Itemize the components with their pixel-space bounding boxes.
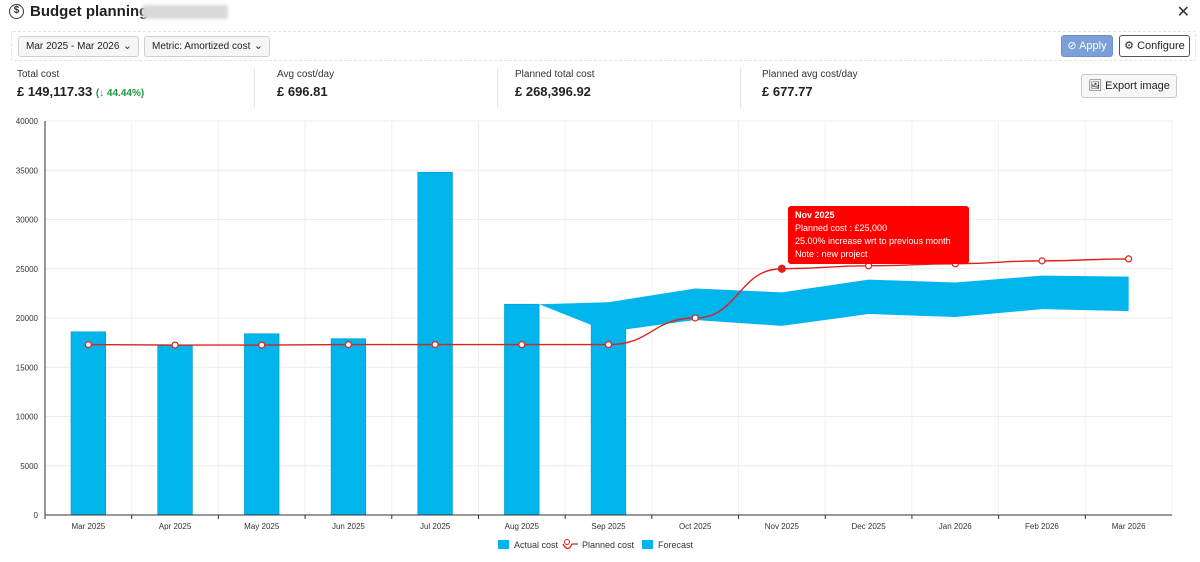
stat-label: Avg cost/day bbox=[277, 69, 335, 80]
y-tick-label: 30000 bbox=[16, 216, 39, 225]
legend-label: Forecast bbox=[658, 540, 694, 550]
date-range-dropdown[interactable]: Mar 2025 - Mar 2026 ⌄ bbox=[18, 36, 139, 57]
planned-cost-point bbox=[1038, 257, 1046, 265]
export-image-button[interactable]: 🖼 Export image bbox=[1081, 74, 1177, 98]
x-tick-label: Nov 2025 bbox=[765, 522, 800, 531]
gear-icon: ⚙ bbox=[1124, 40, 1135, 52]
tooltip-line: Planned cost : £25,000 bbox=[795, 223, 888, 233]
page-title: Budget planning - bbox=[30, 3, 158, 20]
configure-button[interactable]: ⚙ Configure bbox=[1119, 35, 1190, 57]
stat-label: Planned total cost bbox=[515, 69, 595, 80]
y-tick-label: 20000 bbox=[16, 314, 39, 323]
date-range-label: Mar 2025 - Mar 2026 bbox=[26, 41, 120, 52]
legend-label: Actual cost bbox=[514, 540, 559, 550]
stat-planned-avg: Planned avg cost/day £ 677.77 bbox=[762, 66, 858, 110]
bar-actual-cost bbox=[157, 345, 193, 516]
x-tick-label: May 2025 bbox=[244, 522, 280, 531]
bar-actual-cost bbox=[330, 338, 367, 516]
chevron-down-icon: ⌄ bbox=[122, 40, 132, 52]
stat-value: £ 677.77 bbox=[762, 84, 813, 99]
y-tick-label: 40000 bbox=[16, 117, 39, 126]
apply-label: Apply bbox=[1079, 40, 1107, 52]
planned-cost-point bbox=[518, 340, 526, 349]
divider bbox=[740, 68, 741, 108]
filter-toolbar: Mar 2025 - Mar 2026 ⌄ Metric: Amortized … bbox=[11, 31, 1196, 61]
configure-label: Configure bbox=[1137, 40, 1185, 52]
tooltip-line: Note : new project bbox=[795, 249, 868, 259]
divider bbox=[497, 68, 498, 108]
planned-cost-point bbox=[777, 264, 786, 273]
budget-chart: 0 5000 10000 15000 20000 25000 30000 35000 40000… bbox=[16, 117, 1173, 550]
check-circle-icon: ⊘ bbox=[1067, 40, 1077, 52]
tooltip-line: 25.00% increase wrt to previous month bbox=[795, 236, 951, 246]
redacted-title-suffix bbox=[142, 5, 228, 19]
planned-cost-point bbox=[171, 341, 179, 349]
legend-swatch-actual bbox=[498, 540, 509, 549]
summary-stats: Total cost £ 149,117.33 (↓ 44.44%) Avg c… bbox=[0, 66, 1200, 112]
stat-label: Planned avg cost/day bbox=[762, 69, 858, 80]
legend-swatch-forecast bbox=[642, 540, 653, 549]
title-bar: $ Budget planning - ✕ bbox=[0, 0, 1200, 26]
x-tick-label: Apr 2025 bbox=[159, 522, 192, 531]
planned-cost-point bbox=[258, 341, 266, 349]
planned-cost-point bbox=[691, 314, 699, 322]
x-tick-label: Aug 2025 bbox=[505, 522, 540, 531]
chart-tooltip: Nov 2025 Planned cost : £25,000 25.00% i… bbox=[788, 206, 969, 264]
bar-actual-cost bbox=[504, 303, 540, 516]
x-tick-label: Mar 2026 bbox=[1112, 522, 1146, 531]
x-tick-label: Dec 2025 bbox=[851, 522, 886, 531]
planned-cost-point bbox=[604, 340, 613, 349]
stat-value: £ 149,117.33 (↓ 44.44%) bbox=[17, 84, 144, 99]
y-tick-label: 0 bbox=[34, 511, 39, 520]
bar-actual-cost bbox=[70, 331, 106, 516]
stat-planned-total: Planned total cost £ 268,396.92 bbox=[515, 66, 595, 110]
forecast-band bbox=[504, 275, 1129, 332]
y-tick-label: 5000 bbox=[20, 462, 38, 471]
bar-actual-cost bbox=[244, 333, 280, 516]
y-tick-label: 35000 bbox=[16, 166, 39, 175]
total-cost-delta: (↓ 44.44%) bbox=[95, 88, 145, 99]
stat-avg-cost: Avg cost/day £ 696.81 bbox=[277, 66, 334, 110]
stat-label: Total cost bbox=[17, 69, 60, 80]
y-tick-label: 10000 bbox=[16, 413, 39, 422]
stat-value: £ 696.81 bbox=[277, 84, 328, 99]
image-icon: 🖼 bbox=[1088, 80, 1103, 92]
metric-label: Metric: Amortized cost bbox=[152, 41, 251, 52]
metric-dropdown[interactable]: Metric: Amortized cost ⌄ bbox=[144, 36, 270, 57]
close-icon[interactable]: ✕ bbox=[1176, 4, 1190, 21]
x-tick-label: Jun 2025 bbox=[332, 522, 365, 531]
planned-cost-point bbox=[1125, 255, 1133, 263]
legend-swatch-planned bbox=[562, 543, 578, 550]
x-tick-label: Jul 2025 bbox=[420, 522, 451, 531]
planned-cost-point bbox=[344, 340, 353, 349]
dollar-circle-icon: $ bbox=[9, 4, 24, 19]
stat-value: £ 268,396.92 bbox=[515, 84, 591, 99]
legend-swatch-planned-point bbox=[564, 539, 570, 545]
divider bbox=[254, 68, 255, 108]
total-cost-value: £ 149,117.33 bbox=[17, 84, 93, 99]
stat-total-cost: Total cost £ 149,117.33 (↓ 44.44%) bbox=[17, 66, 144, 110]
export-label: Export image bbox=[1105, 80, 1170, 92]
x-tick-label: Jan 2026 bbox=[939, 522, 972, 531]
planned-cost-point bbox=[84, 340, 92, 349]
planned-cost-point bbox=[431, 340, 439, 349]
apply-button[interactable]: ⊘ Apply bbox=[1061, 35, 1113, 57]
x-tick-label: Mar 2025 bbox=[71, 522, 105, 531]
legend-label: Planned cost bbox=[582, 540, 635, 550]
y-tick-label: 25000 bbox=[16, 265, 39, 274]
x-tick-label: Oct 2025 bbox=[679, 522, 712, 531]
y-tick-label: 15000 bbox=[16, 363, 39, 372]
x-tick-label: Sep 2025 bbox=[591, 522, 626, 531]
tooltip-title: Nov 2025 bbox=[795, 210, 835, 220]
x-tick-label: Feb 2026 bbox=[1025, 522, 1059, 531]
chevron-down-icon: ⌄ bbox=[253, 40, 263, 52]
